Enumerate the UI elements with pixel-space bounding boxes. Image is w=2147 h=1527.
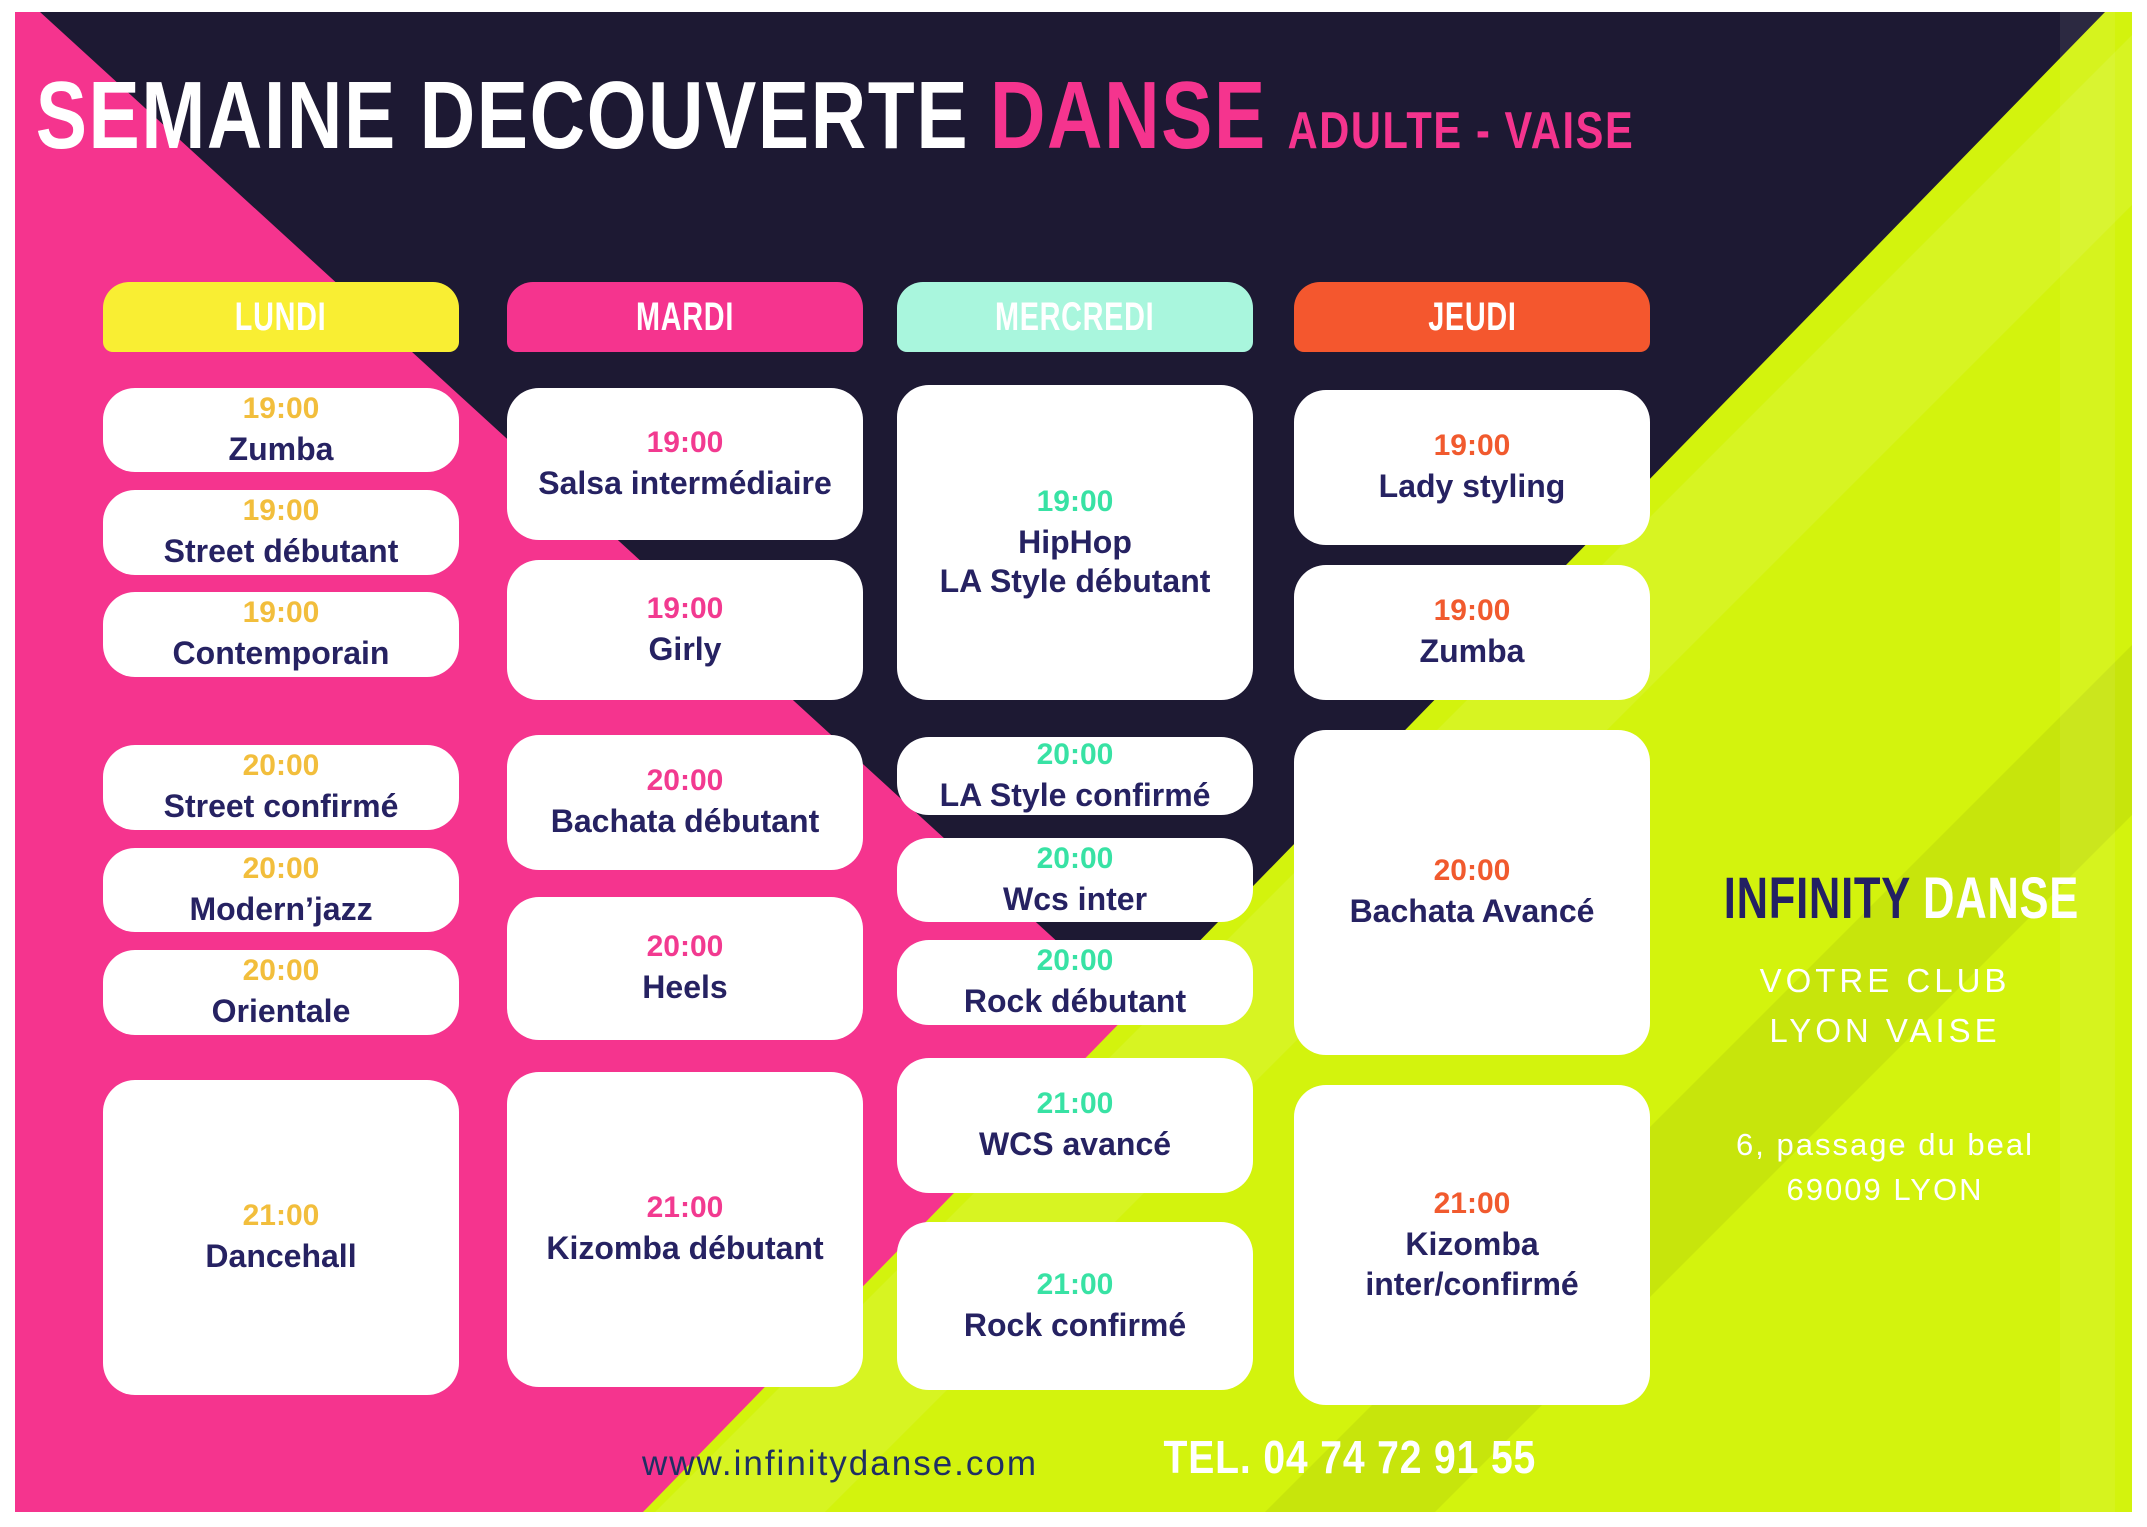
class-time: 21:00 (646, 1191, 724, 1225)
brand-address: 6, passage du beal 69009 LYON (1670, 1123, 2100, 1213)
class-name: Girly (648, 630, 722, 667)
class-time: 20:00 (646, 930, 724, 964)
class-name: Bachata Avancé (1349, 893, 1595, 930)
class-time: 21:00 (1036, 1267, 1114, 1301)
class-name: Wcs inter (1002, 880, 1148, 917)
class-card: 19:00 Street débutant (103, 490, 459, 575)
poster-title-main: SEMAINE DECOUVERTE (35, 62, 970, 169)
class-card: 21:00 Kizomba débutant (507, 1072, 863, 1387)
brand-block: INFINITY DANSE VOTRE CLUB LYON VAISE 6, … (1670, 870, 2100, 1213)
class-time: 19:00 (242, 596, 320, 630)
class-name: Kizomba débutant (546, 1230, 824, 1267)
class-card: 20:00 Bachata débutant (507, 735, 863, 870)
class-card: 20:00 Modern’jazz (103, 848, 459, 932)
class-name: HipHop LA Style débutant (939, 523, 1211, 599)
class-time: 20:00 (1433, 854, 1511, 888)
class-name: Modern’jazz (189, 890, 373, 927)
class-card: 19:00 Lady styling (1294, 390, 1650, 545)
class-card: 21:00 Dancehall (103, 1080, 459, 1395)
poster-title-suffix: ADULTE - VAISE (1287, 102, 1635, 160)
class-name: WCS avancé (978, 1126, 1172, 1163)
brand-logo: INFINITY DANSE (1724, 870, 2079, 928)
day-header-label: MERCREDI (995, 294, 1155, 339)
class-time: 19:00 (1036, 484, 1114, 518)
class-time: 20:00 (646, 764, 724, 798)
class-time: 19:00 (646, 425, 724, 459)
class-time: 20:00 (242, 749, 320, 783)
class-name: Kizomba inter/confirmé (1365, 1226, 1579, 1302)
brand-name-secondary: DANSE (1923, 866, 2080, 931)
brand-tagline-line2: LYON VAISE (1769, 1011, 2001, 1049)
class-name: LA Style confirmé (939, 776, 1211, 813)
class-card: 21:00 WCS avancé (897, 1058, 1253, 1193)
class-time: 19:00 (1433, 594, 1511, 628)
class-card: 19:00 Zumba (103, 388, 459, 472)
class-card: 20:00 Wcs inter (897, 838, 1253, 922)
day-header-label: JEUDI (1427, 294, 1517, 339)
day-header-label: MARDI (636, 294, 734, 339)
class-card: 20:00 Orientale (103, 950, 459, 1035)
class-time: 19:00 (242, 494, 320, 528)
day-column-lundi: LUNDI 19:00 Zumba 19:00 Street débutant 19:00… (103, 282, 459, 1395)
class-time: 20:00 (1036, 944, 1114, 978)
class-name: Lady styling (1378, 468, 1566, 505)
day-header-lundi: LUNDI (103, 282, 459, 352)
day-header-label: LUNDI (235, 294, 327, 339)
poster-title-accent: DANSE (989, 62, 1267, 169)
class-card: 19:00 Girly (507, 560, 863, 700)
class-name: Zumba (1419, 633, 1525, 670)
class-time: 20:00 (242, 851, 320, 885)
class-card: 20:00 LA Style confirmé (897, 737, 1253, 815)
brand-name-primary: INFINITY (1723, 866, 1911, 931)
class-time: 19:00 (646, 591, 724, 625)
class-card: 20:00 Rock débutant (897, 940, 1253, 1025)
green-vertical-stripe (2060, 12, 2115, 1512)
day-column-jeudi: JEUDI 19:00 Lady styling 19:00 Zumba 20:00 Bac… (1294, 282, 1650, 1405)
class-time: 21:00 (1036, 1087, 1114, 1121)
brand-address-line1: 6, passage du beal (1736, 1127, 2034, 1162)
class-name: Street débutant (163, 533, 399, 570)
class-card: 21:00 Rock confirmé (897, 1222, 1253, 1390)
class-time: 19:00 (242, 391, 320, 425)
class-time: 20:00 (1036, 737, 1114, 771)
class-name: Dancehall (205, 1238, 357, 1275)
class-name: Orientale (211, 993, 351, 1030)
class-name: Rock confirmé (963, 1306, 1187, 1343)
class-card: 19:00 Salsa intermédiaire (507, 388, 863, 540)
poster-canvas: SEMAINE DECOUVERTE DANSE ADULTE - VAISE … (15, 12, 2132, 1512)
class-card: 20:00 Bachata Avancé (1294, 730, 1650, 1055)
class-card: 20:00 Street confirmé (103, 745, 459, 830)
class-card: 19:00 HipHop LA Style débutant (897, 385, 1253, 700)
brand-tagline: VOTRE CLUB LYON VAISE (1670, 956, 2100, 1055)
class-card: 21:00 Kizomba inter/confirmé (1294, 1085, 1650, 1405)
poster-title: SEMAINE DECOUVERTE DANSE ADULTE - VAISE (36, 62, 1633, 169)
brand-address-line2: 69009 LYON (1786, 1171, 1984, 1207)
brand-tagline-line1: VOTRE CLUB (1759, 962, 2011, 999)
class-name: Zumba (228, 430, 334, 467)
class-card: 19:00 Zumba (1294, 565, 1650, 700)
class-card: 20:00 Heels (507, 897, 863, 1040)
website-url: www.infinitydanse.com (641, 1444, 1039, 1483)
class-time: 21:00 (242, 1199, 320, 1233)
class-name: Bachata débutant (550, 803, 820, 840)
class-time: 20:00 (242, 954, 320, 988)
class-time: 21:00 (1433, 1187, 1511, 1221)
class-card: 19:00 Contemporain (103, 592, 459, 677)
class-time: 20:00 (1036, 841, 1114, 875)
phone-number: TEL. 04 74 72 91 55 (1163, 1431, 1537, 1483)
day-header-jeudi: JEUDI (1294, 282, 1650, 352)
class-time: 19:00 (1433, 429, 1511, 463)
class-name: Street confirmé (163, 788, 399, 825)
class-name: Salsa intermédiaire (538, 464, 832, 501)
class-name: Heels (642, 969, 728, 1006)
class-name: Rock débutant (963, 983, 1187, 1020)
day-column-mardi: MARDI 19:00 Salsa intermédiaire 19:00 Girly 2… (507, 282, 863, 1387)
day-header-mardi: MARDI (507, 282, 863, 352)
day-header-mercredi: MERCREDI (897, 282, 1253, 352)
day-column-mercredi: MERCREDI 19:00 HipHop LA Style débutant 20:… (897, 282, 1253, 1390)
class-name: Contemporain (172, 635, 390, 672)
